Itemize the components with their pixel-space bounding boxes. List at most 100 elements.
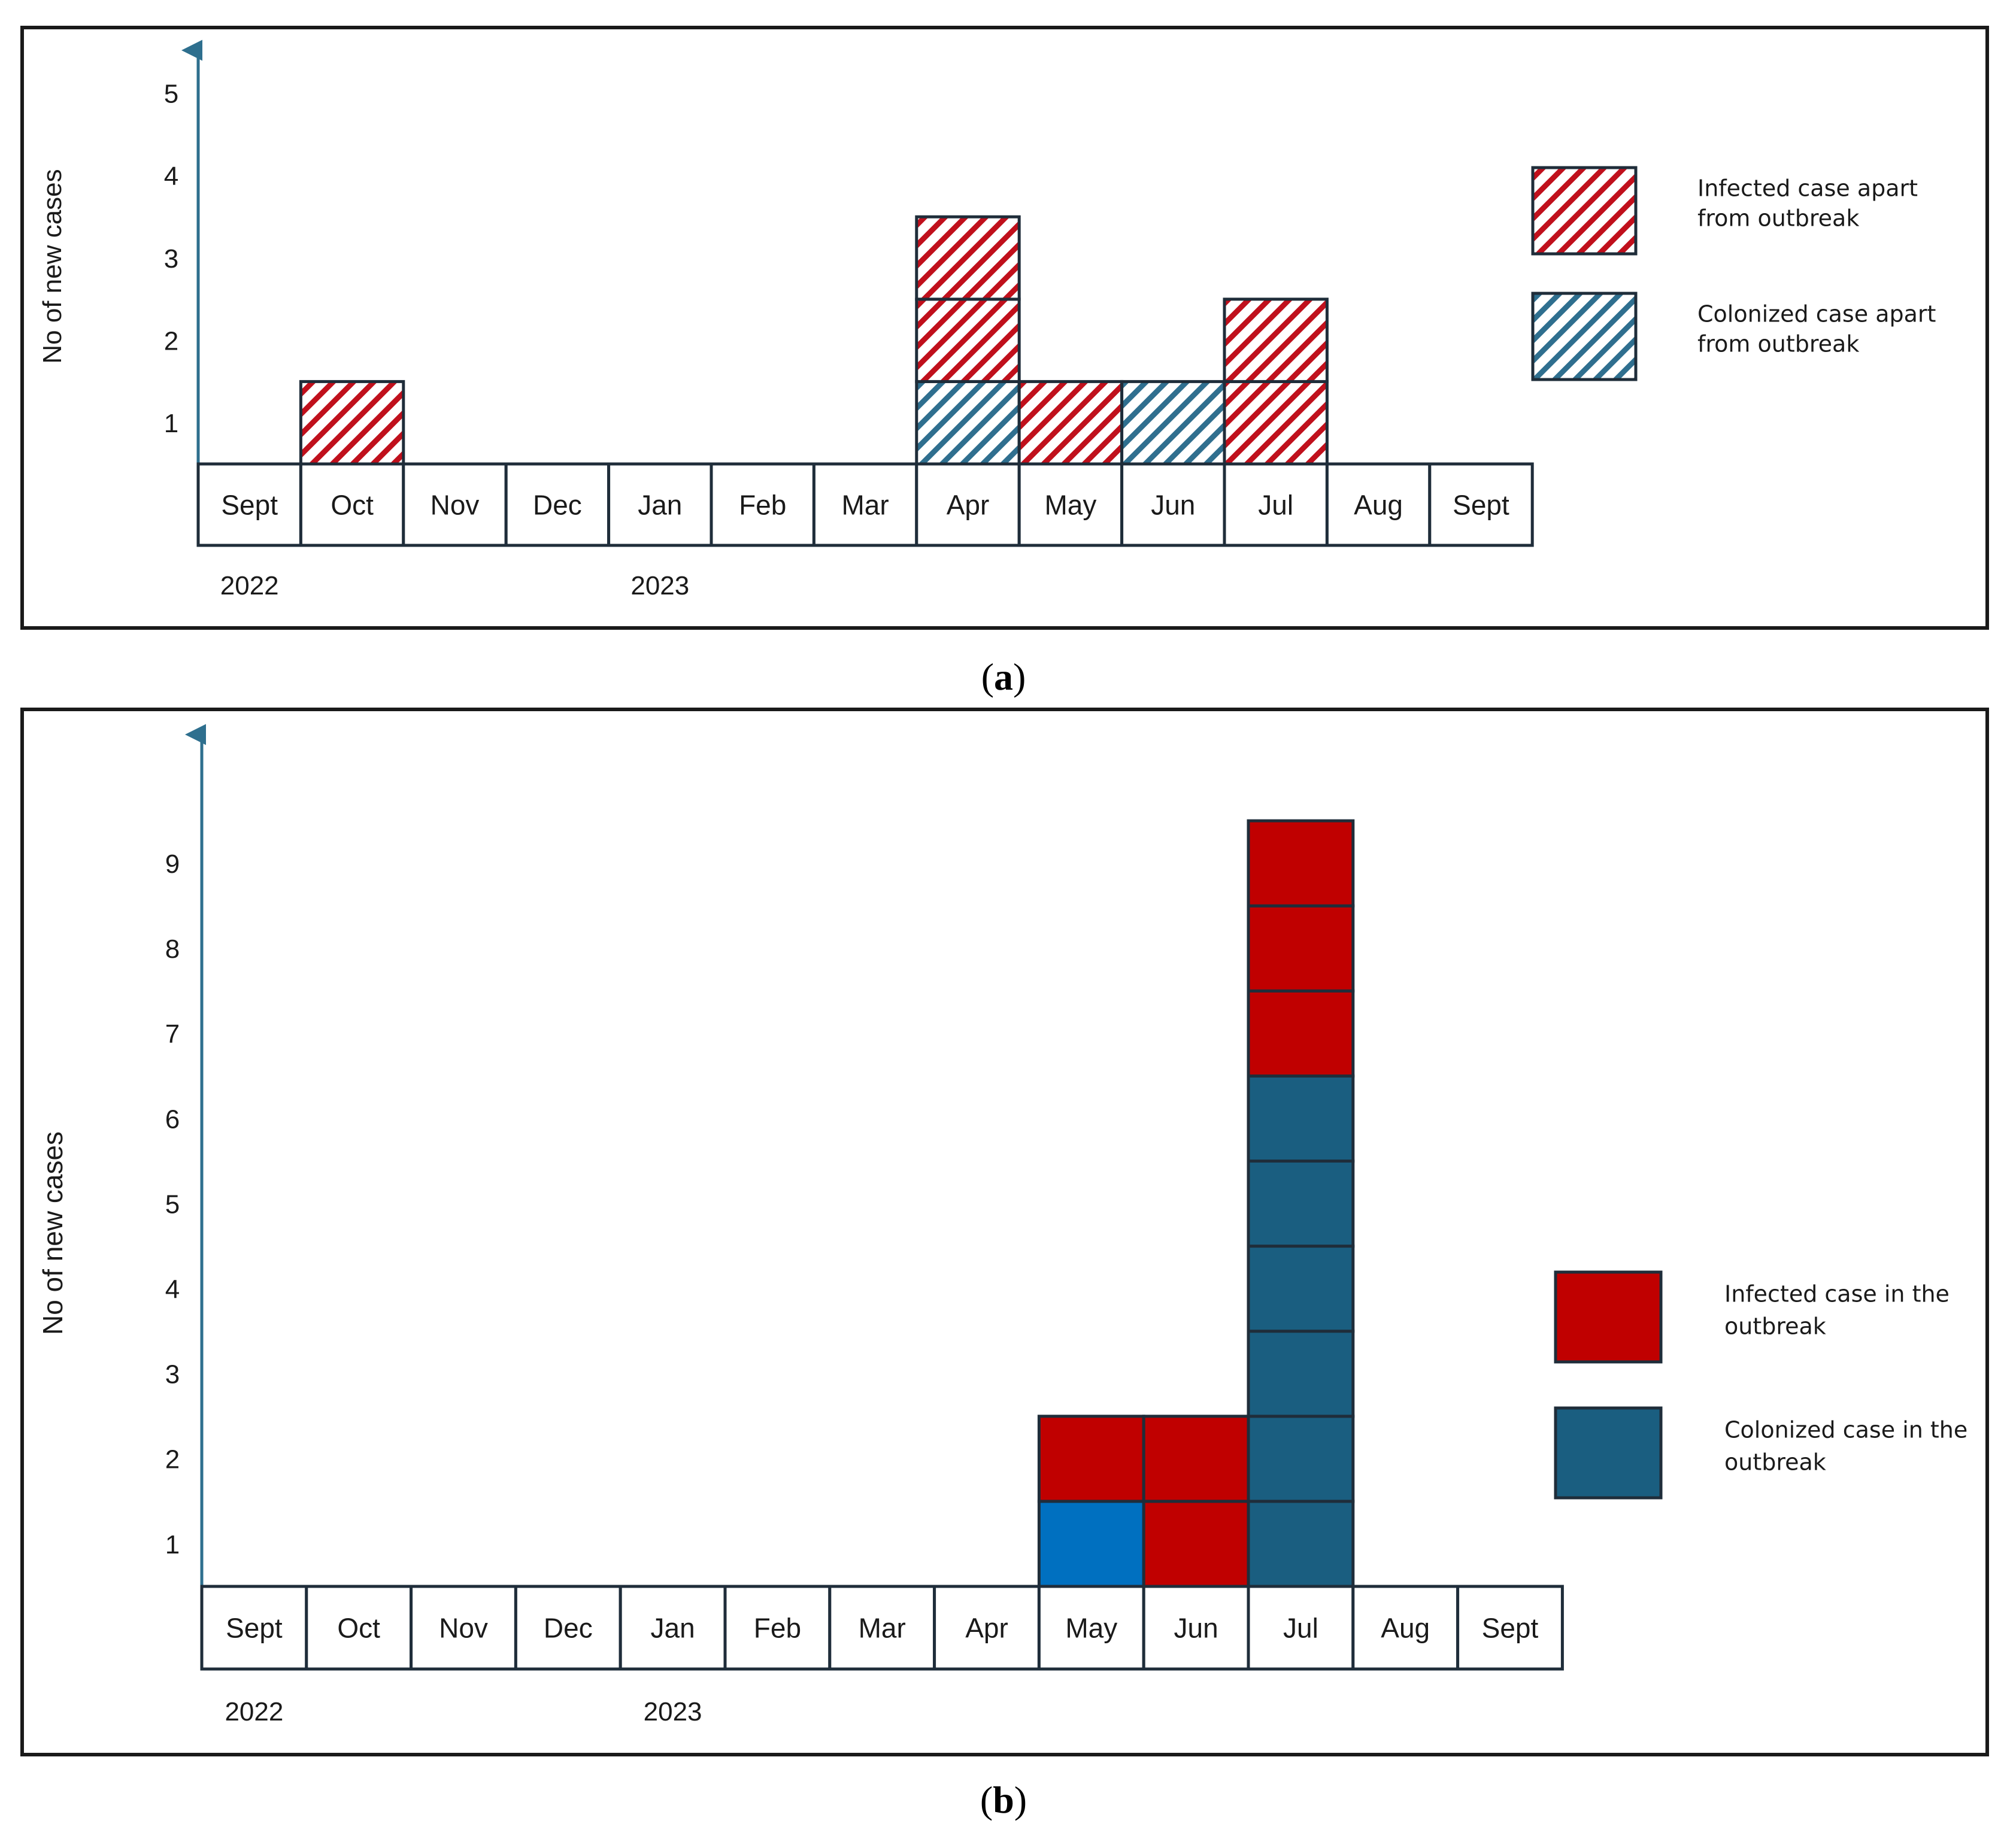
legend-label: outbreak [1724, 1449, 1826, 1476]
panel-a-legend: Infected case apart from outbreak Colonize… [1531, 166, 1936, 381]
month-cell [410, 1585, 517, 1671]
legend-label: Infected case apart [1697, 175, 1918, 202]
x-tick-label: Dec [533, 490, 582, 521]
y-tick-label: 5 [164, 80, 178, 109]
x-tick-label: Apr [965, 1613, 1008, 1644]
x-tick-label: Sept [226, 1613, 283, 1644]
month-cell [196, 462, 302, 547]
month-cell [1428, 462, 1534, 547]
legend-swatch-colonized [1531, 292, 1638, 381]
month-cell [1247, 1585, 1355, 1671]
y-tick-label: 7 [165, 1019, 180, 1049]
legend-label: from outbreak [1697, 205, 1859, 232]
x-tick-label: Aug [1354, 490, 1403, 521]
bar-segment-colonized [1247, 1160, 1355, 1248]
bar-segment-infected [1223, 298, 1329, 383]
month-cell [1325, 462, 1432, 547]
month-cell [723, 1585, 832, 1671]
y-tick-label: 2 [165, 1445, 180, 1474]
panel-a: No of new cases 1 2 3 4 5 Sept Oct Nov Dec Jan Fe… [20, 26, 1989, 630]
month-cell [812, 462, 918, 547]
bar-segment-colonized [1247, 1415, 1355, 1503]
x-tick-label: Jul [1258, 490, 1293, 521]
bar-segment-infected [1247, 989, 1355, 1078]
year-label: 2023 [630, 571, 689, 600]
panel-a-month-row: Sept Oct Nov Dec Jan Feb Mar Apr May Jun Jul Aug Sep… [196, 462, 1534, 547]
panel-b-bars [1037, 819, 1355, 1588]
month-cell [299, 462, 405, 547]
bar-segment-infected [299, 380, 405, 466]
bar-segment-colonized [1247, 1074, 1355, 1163]
month-cell [828, 1585, 936, 1671]
panel-b-y-axis-title: No of new cases [37, 1131, 68, 1335]
x-tick-label: Oct [331, 490, 374, 521]
panel-a-year-labels: 2022 2023 [220, 571, 689, 600]
panel-b-y-tick-labels: 1 2 3 4 5 6 7 8 9 [165, 849, 180, 1559]
panel-b-frame [20, 708, 1989, 1756]
bar-segment-colonized [1120, 380, 1226, 466]
bar-segment-infected [1142, 1500, 1250, 1588]
month-cell [402, 462, 508, 547]
month-cell [504, 462, 611, 547]
y-tick-label: 8 [165, 934, 180, 964]
legend-label: Infected case in the [1724, 1281, 1950, 1307]
year-label: 2022 [220, 571, 279, 600]
x-tick-label: Jul [1283, 1613, 1318, 1644]
month-cell [514, 1585, 622, 1671]
x-tick-label: Dec [544, 1613, 593, 1644]
year-label: 2022 [225, 1697, 283, 1726]
bar-segment-colonized [1247, 1500, 1355, 1588]
bar-segment-infected [915, 298, 1021, 383]
bar-segment-colonized [915, 380, 1021, 466]
month-cell [200, 1585, 308, 1671]
x-tick-label: Jun [1174, 1613, 1218, 1644]
x-tick-label: Nov [430, 490, 480, 521]
legend-label: from outbreak [1697, 331, 1859, 357]
year-label: 2023 [644, 1697, 702, 1726]
month-cell [1120, 462, 1226, 547]
y-tick-label: 9 [165, 849, 180, 879]
x-tick-label: Mar [841, 490, 889, 521]
panel-b: No of new cases 1 2 3 4 5 6 7 8 9 Sept Oct Nov Dec J… [20, 708, 1989, 1756]
bar-segment-infected [1142, 1415, 1250, 1503]
x-tick-label: Nov [439, 1613, 488, 1644]
y-tick-label: 3 [164, 244, 178, 274]
month-cell [1037, 1585, 1145, 1671]
panel-a-y-tick-labels: 1 2 3 4 5 [164, 80, 178, 438]
x-tick-label: Sept [1482, 1613, 1539, 1644]
month-cell [710, 462, 815, 547]
panel-b-caption: (b) [980, 1779, 1027, 1821]
x-tick-label: Sept [221, 490, 278, 521]
month-cell [607, 462, 713, 547]
panel-b-year-labels: 2022 2023 [225, 1697, 702, 1726]
x-tick-label: Jan [638, 490, 682, 521]
month-cell [1456, 1585, 1564, 1671]
y-tick-label: 5 [165, 1189, 180, 1219]
bar-segment-infected [1017, 380, 1124, 466]
x-tick-label: Feb [754, 1613, 801, 1644]
bar-segment-infected [1223, 380, 1329, 466]
x-tick-label: Apr [947, 490, 990, 521]
bar-segment-colonized [1247, 1330, 1355, 1418]
legend-label: Colonized case in the [1724, 1417, 1967, 1443]
panel-a-bars [299, 215, 1329, 466]
panel-b-legend: Infected case in the outbreak Colonized ca… [1554, 1270, 1967, 1500]
panel-a-y-axis-title: No of new cases [38, 169, 67, 363]
bar-segment-colonized [1247, 1245, 1355, 1333]
y-tick-label: 6 [165, 1104, 180, 1134]
x-tick-label: Mar [859, 1613, 906, 1644]
x-tick-label: Jun [1151, 490, 1195, 521]
panel-b-caption-letter: b [993, 1779, 1014, 1821]
legend-swatch-infected [1554, 1270, 1663, 1364]
x-tick-label: Feb [739, 490, 786, 521]
panel-a-caption: (a) [981, 656, 1026, 698]
panel-b-month-row: Sept Oct Nov Dec Jan Feb Mar Apr May Jun Jul Aug Sep… [200, 1585, 1564, 1671]
y-tick-label: 1 [164, 409, 178, 438]
bar-segment-colonized [1037, 1500, 1145, 1588]
bar-segment-infected [1247, 819, 1355, 908]
bar-segment-infected [1037, 1415, 1145, 1503]
y-tick-label: 1 [165, 1530, 180, 1559]
legend-swatch-colonized [1554, 1406, 1663, 1500]
month-cell [305, 1585, 413, 1671]
x-tick-label: Jan [651, 1613, 695, 1644]
